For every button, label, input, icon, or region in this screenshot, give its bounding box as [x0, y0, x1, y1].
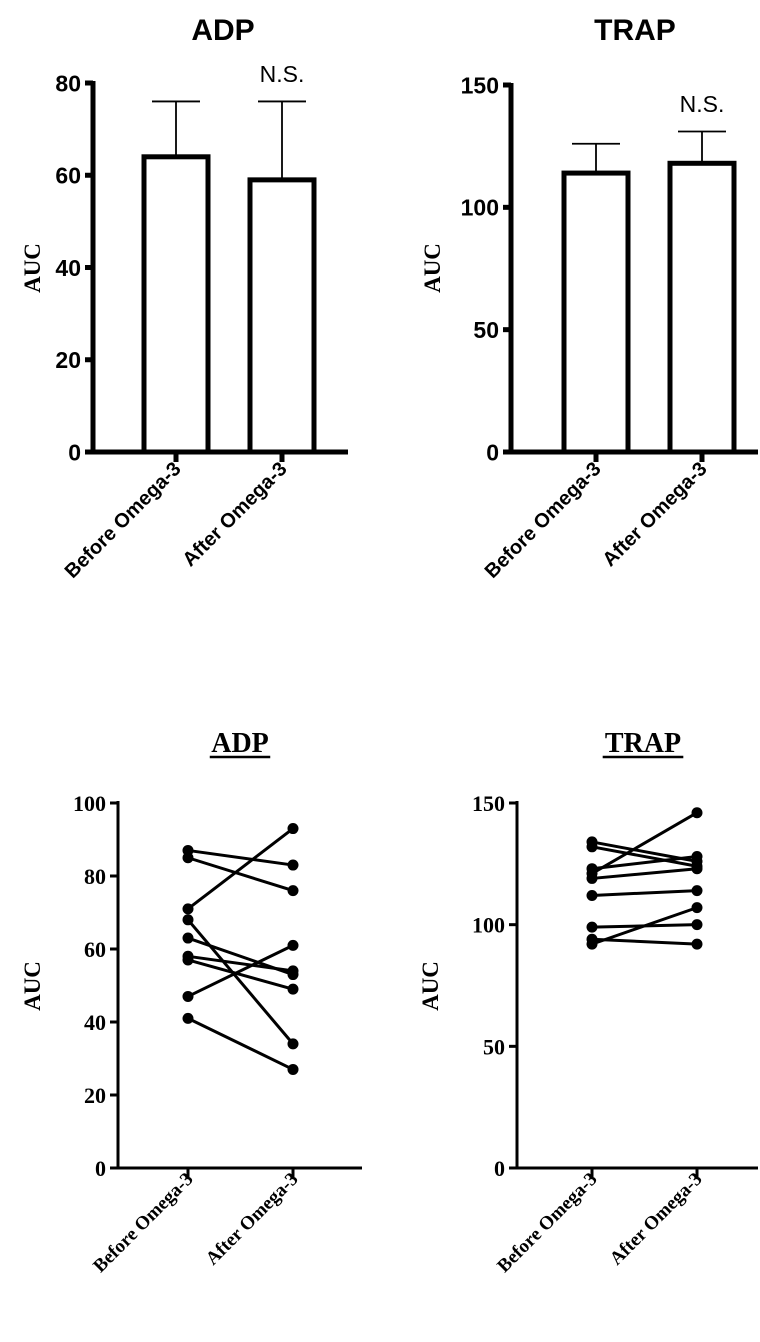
y-tick-label: 40 — [84, 1010, 106, 1035]
y-tick-label: 100 — [472, 913, 505, 938]
y-tick-label: 0 — [486, 439, 499, 465]
y-tick-label: 100 — [461, 195, 499, 221]
paired-line — [591, 937, 698, 946]
paired-line — [591, 889, 698, 897]
data-point-after — [691, 807, 703, 819]
data-point-after — [691, 863, 703, 875]
paired-line — [591, 867, 698, 880]
data-point-after — [287, 965, 299, 977]
x-tick-label: After Omega-3 — [599, 458, 712, 571]
bar — [247, 177, 317, 455]
paired-line — [186, 918, 295, 1045]
y-tick-label: 20 — [84, 1083, 106, 1108]
y-axis-label: AUC — [20, 961, 45, 1011]
paired-line — [187, 827, 294, 911]
paired-line — [591, 811, 698, 875]
chart-panel-3: ADP AUC 0 20 40 60 80 100 Before Omega-3 After Om… — [20, 728, 362, 1277]
chart-title: ADP — [211, 728, 269, 759]
data-point-before — [182, 954, 194, 966]
x-tick-label: Before Omega-3 — [481, 458, 606, 583]
paired-line — [187, 958, 294, 991]
data-point-before — [586, 921, 598, 933]
x-tick-label: After Omega-3 — [606, 1169, 707, 1270]
data-point-after — [287, 823, 299, 835]
data-point-before — [182, 903, 194, 915]
bar — [667, 160, 737, 455]
paired-line — [591, 906, 698, 946]
y-tick-label: 40 — [55, 255, 81, 281]
bar — [561, 170, 631, 455]
data-point-after — [691, 938, 703, 950]
x-tick-label: After Omega-3 — [202, 1169, 303, 1270]
data-point-after — [691, 851, 703, 863]
y-tick-label: 100 — [73, 791, 106, 816]
chart-panel-4: TRAP AUC 0 50 100 150 Before Omega-3 After Omeg… — [418, 728, 758, 1277]
data-point-before — [586, 938, 598, 950]
data-point-before — [586, 889, 598, 901]
data-point-after — [287, 983, 299, 995]
chart-title: TRAP — [594, 14, 676, 47]
chart-title: TRAP — [605, 728, 681, 759]
y-axis-label: AUC — [420, 243, 445, 293]
y-axis-label: AUC — [418, 961, 443, 1011]
y-tick-label: 80 — [84, 864, 106, 889]
paired-line — [187, 856, 294, 893]
y-tick-label: 20 — [55, 347, 81, 373]
x-tick-label: Before Omega-3 — [493, 1169, 601, 1277]
data-point-before — [182, 932, 194, 944]
y-tick-label: 0 — [68, 439, 81, 465]
data-point-after — [691, 902, 703, 914]
y-tick-label: 60 — [55, 163, 81, 189]
data-point-after — [287, 939, 299, 951]
y-tick-label: 50 — [483, 1034, 505, 1059]
data-point-after — [691, 885, 703, 897]
data-point-after — [287, 859, 299, 871]
paired-line — [187, 954, 294, 973]
data-point-before — [182, 990, 194, 1002]
y-tick-label: 80 — [55, 70, 81, 96]
data-point-before — [182, 852, 194, 864]
x-tick-label: Before Omega-3 — [89, 1169, 197, 1277]
y-tick-label: 0 — [494, 1156, 505, 1181]
data-point-after — [691, 919, 703, 931]
data-point-after — [287, 1063, 299, 1075]
paired-line — [591, 855, 698, 871]
y-tick-label: 150 — [472, 791, 505, 816]
paired-line — [187, 944, 294, 998]
y-tick-label: 0 — [95, 1156, 106, 1181]
y-tick-label: 60 — [84, 937, 106, 962]
bar — [141, 154, 211, 455]
data-point-after — [287, 885, 299, 897]
significance-label: N.S. — [680, 91, 725, 117]
data-point-before — [182, 914, 194, 926]
data-point-before — [586, 872, 598, 884]
x-tick-label: Before Omega-3 — [61, 458, 186, 583]
data-point-after — [287, 1038, 299, 1050]
paired-line — [591, 845, 698, 868]
data-point-before — [182, 1012, 194, 1024]
y-tick-label: 50 — [473, 317, 499, 343]
significance-label: N.S. — [260, 61, 305, 87]
y-tick-label: 150 — [461, 72, 499, 98]
x-tick-label: After Omega-3 — [179, 458, 292, 571]
y-axis-label: AUC — [20, 243, 45, 293]
paired-line — [187, 848, 294, 867]
chart-title: ADP — [191, 14, 254, 47]
data-point-before — [586, 841, 598, 853]
paired-line — [187, 1017, 294, 1071]
